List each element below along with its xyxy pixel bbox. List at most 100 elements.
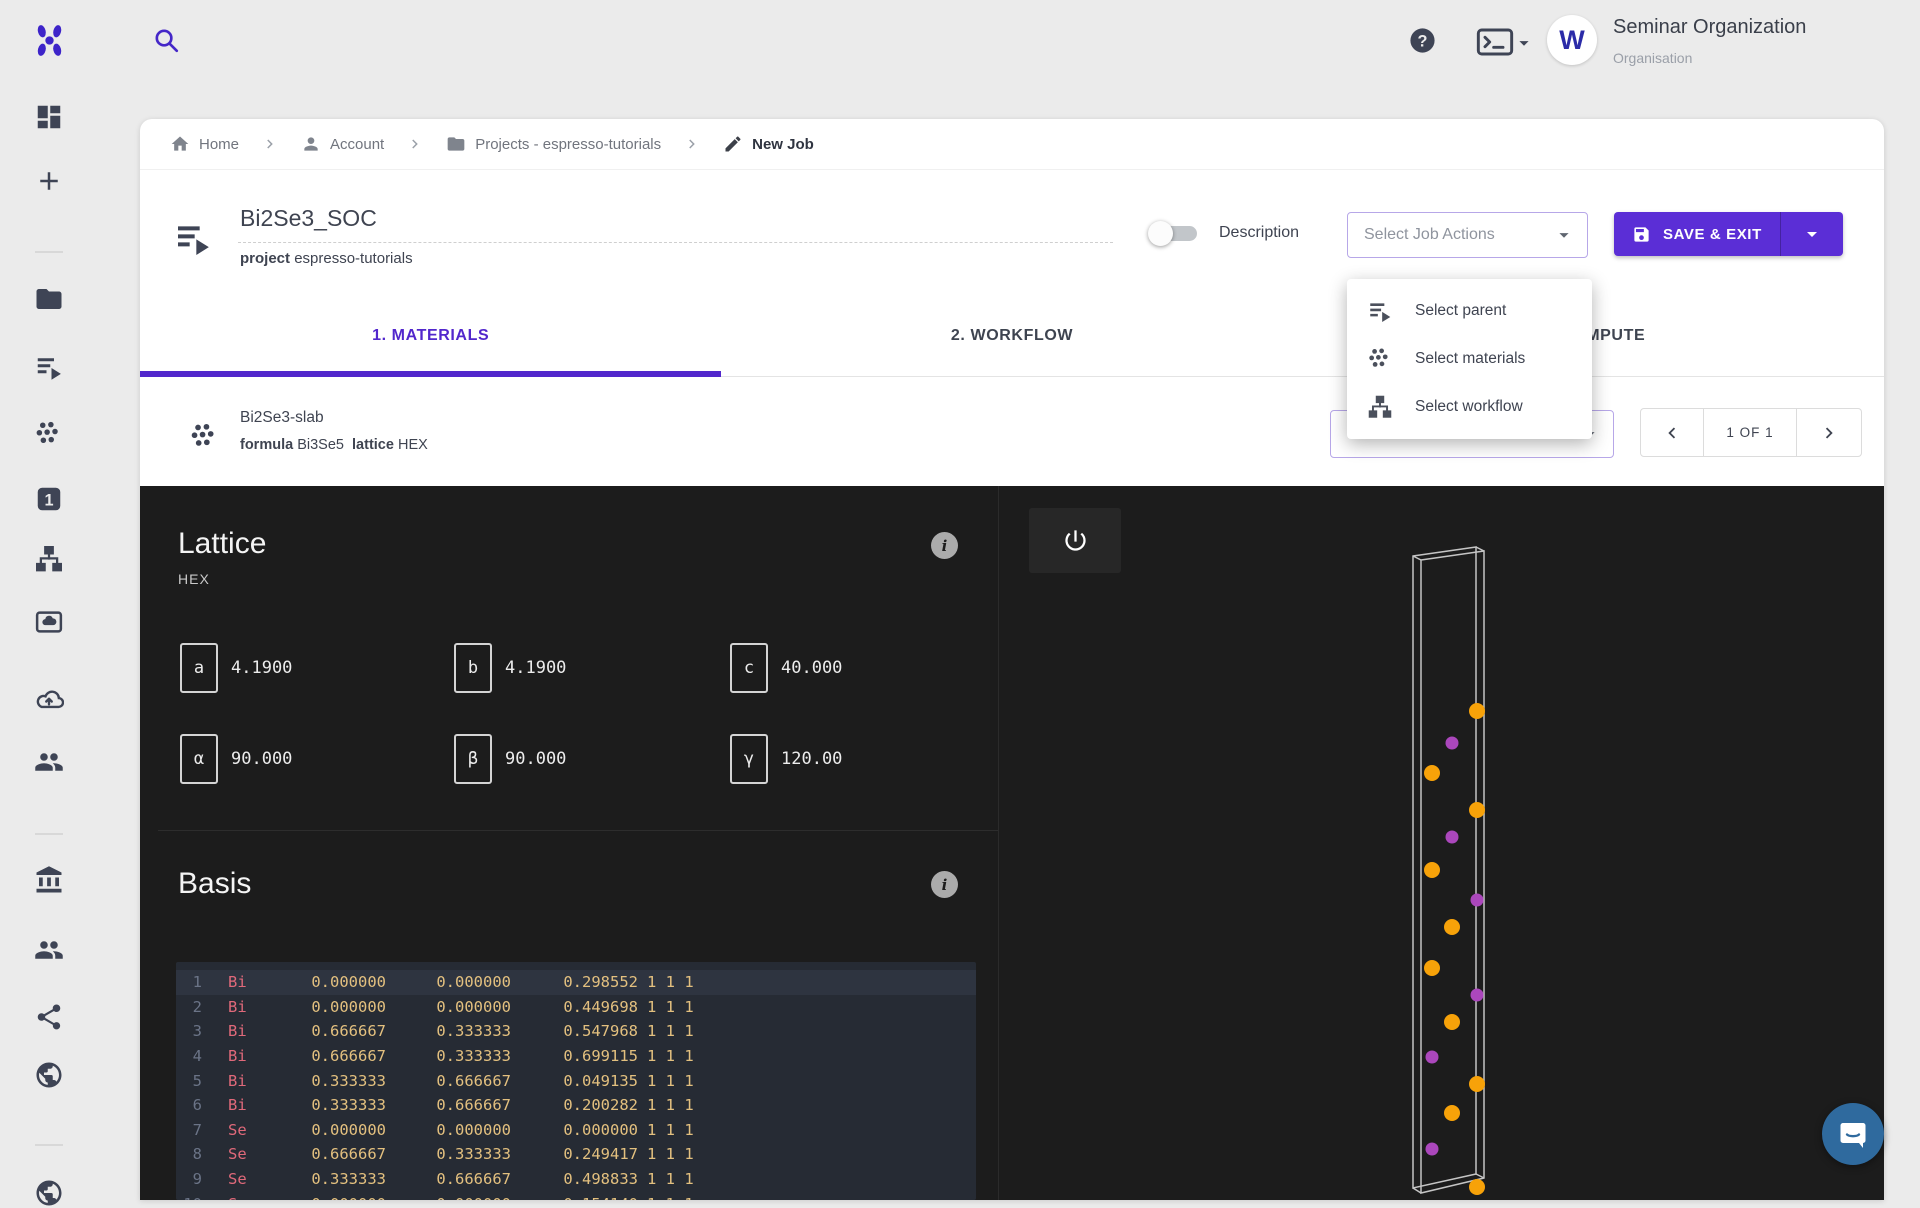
sidebar-item-share-icon[interactable] (34, 1002, 64, 1032)
basis-cell-n: 7 (176, 1121, 202, 1139)
menu-item-select-parent[interactable]: Select parent (1347, 287, 1592, 335)
help-icon[interactable]: ? (1408, 26, 1437, 55)
sidebar-item-dashboard-icon[interactable] (34, 102, 64, 132)
basis-row[interactable]: 3Bi0.6666670.3333330.5479681 1 1 (176, 1019, 976, 1044)
chevron-right-icon (1818, 422, 1840, 444)
basis-cell-fl: 1 1 1 (647, 998, 694, 1016)
basis-row[interactable]: 1Bi0.0000000.0000000.2985521 1 1 (176, 970, 976, 995)
svg-text:?: ? (1418, 33, 1428, 51)
breadcrumb-item-projects-espresso-tutorials[interactable]: Projects - espresso-tutorials (446, 134, 661, 154)
lattice-param-α-value[interactable]: 90.000 (231, 749, 292, 769)
basis-row[interactable]: 9Se0.3333330.6666670.4988331 1 1 (176, 1167, 976, 1192)
materials-icon (1367, 346, 1393, 372)
pager-next-button[interactable] (1796, 409, 1861, 456)
sidebar-item-folder-icon[interactable] (34, 284, 64, 314)
job-actions-placeholder: Select Job Actions (1348, 226, 1553, 244)
app: { "topbar": { "org_name": "Seminar Organ… (0, 0, 1920, 1200)
lattice-param-c-symbol: c (730, 643, 768, 693)
sidebar-item-materials-icon[interactable] (34, 419, 64, 449)
viewer-power-button[interactable] (1029, 508, 1121, 573)
pager-prev-button[interactable] (1641, 409, 1703, 456)
divider (998, 486, 999, 1200)
project-label: project (240, 250, 290, 267)
caret-down-icon (1553, 224, 1575, 246)
sidebar-item-one-icon[interactable]: 1 (34, 484, 64, 514)
basis-row[interactable]: 7Se0.0000000.0000000.0000001 1 1 (176, 1118, 976, 1143)
avatar[interactable]: W (1547, 15, 1597, 65)
tab-materials[interactable]: 1. MATERIALS (140, 295, 721, 377)
breadcrumb-item-new-job[interactable]: New Job (723, 134, 814, 154)
menu-item-select-materials[interactable]: Select materials (1347, 335, 1592, 383)
sidebar-item-people-icon[interactable] (34, 935, 64, 965)
lattice-info-icon[interactable]: i (931, 532, 958, 559)
basis-row[interactable]: 6Bi0.3333330.6666670.2002821 1 1 (176, 1093, 976, 1118)
basis-row[interactable]: 5Bi0.3333330.6666670.0491351 1 1 (176, 1068, 976, 1093)
lattice-param-b-value[interactable]: 4.1900 (505, 658, 566, 678)
basis-cell-el: Bi (228, 1096, 258, 1114)
job-actions-select[interactable]: Select Job Actions (1347, 212, 1588, 258)
material-meta: formula Bi3Se5 lattice HEX (240, 437, 428, 453)
breadcrumb-label: Projects - espresso-tutorials (475, 136, 661, 153)
basis-row[interactable]: 2Bi0.0000000.0000000.4496981 1 1 (176, 995, 976, 1020)
sidebar-item-globe-icon[interactable] (34, 1178, 64, 1208)
basis-editor[interactable]: 1Bi0.0000000.0000000.2985521 1 12Bi0.000… (176, 962, 976, 1200)
menu-item-label: Select parent (1415, 302, 1506, 320)
job-actions-menu: Select parent Select materials Select wo… (1347, 279, 1592, 439)
chat-button[interactable] (1822, 1103, 1884, 1165)
lattice-param-β-value[interactable]: 90.000 (505, 749, 566, 769)
sidebar-item-jobs-icon[interactable] (34, 352, 64, 382)
job-title-input[interactable]: Bi2Se3_SOC (240, 205, 377, 232)
terminal-icon[interactable] (1476, 28, 1514, 56)
breadcrumb-item-home[interactable]: Home (170, 134, 239, 154)
sidebar-divider (35, 251, 63, 253)
breadcrumb-item-account[interactable]: Account (301, 134, 384, 154)
basis-cell-fl: 1 1 1 (647, 1195, 694, 1200)
basis-cell-vz: 0.154140 (511, 1195, 638, 1200)
basis-cell-el: Bi (228, 1022, 258, 1040)
divider (158, 830, 998, 831)
search-icon[interactable] (152, 26, 181, 55)
lattice-param-γ-value[interactable]: 120.00 (781, 749, 842, 769)
sidebar-item-bank-icon[interactable] (34, 865, 64, 895)
menu-item-select-workflow[interactable]: Select workflow (1347, 383, 1592, 431)
project-line: project espresso-tutorials (240, 250, 413, 267)
terminal-caret-icon[interactable] (1513, 32, 1535, 54)
basis-row[interactable]: 4Bi0.6666670.3333330.6991151 1 1 (176, 1044, 976, 1069)
description-toggle-knob[interactable] (1148, 221, 1173, 246)
job-hierarchy-icon[interactable] (173, 218, 213, 258)
sidebar-item-plus-icon[interactable] (34, 166, 64, 196)
sidebar-item-cloud-upload-icon[interactable] (34, 685, 64, 715)
tab-workflow[interactable]: 2. WORKFLOW (721, 295, 1302, 377)
breadcrumb-separator-icon (683, 135, 701, 153)
sidebar-item-globe-icon[interactable] (34, 1060, 64, 1090)
save-exit-button[interactable]: SAVE & EXIT (1614, 212, 1843, 256)
basis-cell-fl: 1 1 1 (647, 1072, 694, 1090)
sidebar-item-people-icon[interactable] (34, 747, 64, 777)
basis-cell-vz: 0.498833 (511, 1170, 638, 1188)
material-name[interactable]: Bi2Se3-slab (240, 409, 324, 427)
save-exit-label: SAVE & EXIT (1663, 226, 1762, 243)
basis-cell-vx: 0.333333 (258, 1072, 386, 1090)
basis-cell-vx: 0.666667 (258, 1145, 386, 1163)
title-underline (238, 242, 1113, 243)
home-icon (170, 134, 190, 154)
save-exit-dropdown[interactable] (1781, 212, 1843, 256)
basis-row[interactable]: 8Se0.6666670.3333330.2494171 1 1 (176, 1142, 976, 1167)
org-name: Seminar Organization (1613, 16, 1806, 39)
sidebar-item-workflow-icon[interactable] (34, 544, 64, 574)
basis-row[interactable]: 10Se0.0000000.0000000.1541401 1 1 (176, 1191, 976, 1200)
logo-icon (31, 22, 68, 59)
material-pager: 1 OF 1 (1640, 408, 1862, 457)
basis-cell-n: 3 (176, 1022, 202, 1040)
lattice-param-c-value[interactable]: 40.000 (781, 658, 842, 678)
lattice-param-a-value[interactable]: 4.1900 (231, 658, 292, 678)
save-exit-main[interactable]: SAVE & EXIT (1614, 212, 1781, 256)
basis-cell-vz: 0.547968 (511, 1022, 638, 1040)
basis-cell-vy: 0.000000 (386, 1195, 511, 1200)
app-logo[interactable] (31, 22, 68, 59)
lattice-param-a-symbol: a (180, 643, 218, 693)
lattice-param-β-symbol: β (454, 734, 492, 784)
basis-cell-el: Bi (228, 973, 258, 991)
sidebar-item-image-card-icon[interactable] (34, 607, 64, 637)
basis-info-icon[interactable]: i (931, 871, 958, 898)
